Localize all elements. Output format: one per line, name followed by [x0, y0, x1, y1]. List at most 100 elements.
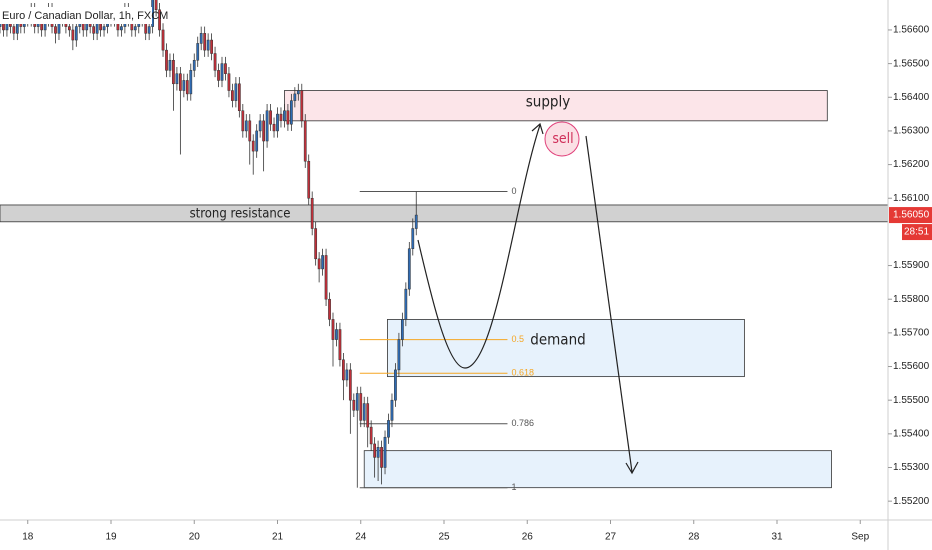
candle-body [369, 426, 373, 445]
candle-body [185, 80, 189, 95]
x-tick-label: 19 [105, 532, 117, 543]
fib-label: 0 [511, 186, 516, 196]
candle-body [314, 228, 318, 260]
candle-body [317, 258, 321, 270]
candle-body [279, 113, 283, 122]
arrow-head [531, 122, 544, 135]
candle-body [394, 369, 397, 401]
candle-body [147, 26, 151, 34]
candle-body [175, 73, 179, 85]
y-tick-label: 1.55500 [893, 395, 930, 406]
candle-body [248, 120, 252, 142]
candle-body [283, 110, 286, 122]
candle-body [397, 339, 401, 371]
projection-curve [417, 124, 541, 369]
candle-body [342, 359, 345, 381]
candle-body [244, 120, 248, 132]
candle-body [324, 255, 328, 300]
candle-body [404, 288, 408, 320]
x-tick-label: 28 [688, 532, 700, 543]
candle-body [376, 447, 380, 458]
last-price-box [889, 207, 932, 224]
candle-body [199, 33, 203, 44]
candle-body [206, 39, 210, 51]
candle-body [255, 130, 259, 152]
candle-body [120, 26, 123, 31]
last-price-label: 1.56050 [893, 210, 930, 221]
candle-body [390, 399, 394, 421]
candle-body [414, 214, 418, 229]
candle-body [258, 120, 262, 132]
candle-body [366, 403, 370, 428]
candle-body [352, 399, 356, 411]
sell-circle [544, 121, 580, 157]
sell-label: sell [552, 131, 573, 147]
candle-body [12, 26, 16, 34]
candle-body [355, 393, 359, 411]
zone [0, 204, 889, 223]
candle-body [102, 26, 106, 31]
candle-body [348, 369, 352, 401]
chart-title: Euro / Canadian Dollar, 1h, FXCM [2, 10, 168, 22]
candle-body [165, 49, 168, 71]
candle-body [359, 393, 363, 421]
candle-body [234, 83, 238, 101]
candle-body [345, 369, 349, 381]
x-tick-label: 27 [605, 532, 617, 543]
x-tick-label: Sep [851, 532, 869, 543]
candle-body [300, 90, 304, 122]
candle-body [217, 70, 220, 81]
candle-body [154, 0, 158, 11]
candle-body [178, 73, 182, 91]
candle-body [67, 26, 71, 31]
candle-body [227, 73, 231, 91]
candle-body [269, 110, 272, 125]
candle-body [224, 63, 227, 74]
candle-body [74, 26, 78, 41]
candle-body [321, 255, 324, 270]
candle-body [362, 403, 366, 421]
y-tick-label: 1.56200 [893, 159, 930, 170]
candle-body [303, 120, 307, 162]
candle-body [192, 59, 196, 71]
x-tick-label: 20 [189, 532, 201, 543]
countdown-label: 28:51 [904, 227, 929, 238]
fib-label: 1 [511, 482, 516, 492]
candle-body [296, 90, 300, 95]
candle-body [168, 59, 172, 71]
candle-body [237, 83, 241, 111]
candle-body [265, 110, 269, 142]
candle-body [411, 228, 415, 249]
candle-body [387, 420, 390, 438]
x-tick-label: 21 [272, 532, 284, 543]
candle-body [331, 319, 335, 340]
candle-body [71, 29, 75, 41]
countdown-box [902, 224, 932, 241]
y-tick-label: 1.56600 [893, 25, 930, 36]
candle-body [289, 100, 293, 125]
candle-body [161, 29, 165, 51]
candle-body [241, 110, 245, 132]
candle-body [373, 443, 377, 458]
fib-label: 0.618 [511, 368, 534, 378]
fib-label: 0.5 [511, 334, 524, 344]
candle-body [196, 43, 200, 61]
candle-body [380, 447, 383, 468]
candle-body [400, 319, 404, 340]
candle-body [272, 123, 276, 132]
candle-body [407, 248, 411, 290]
y-tick-label: 1.55300 [893, 462, 930, 473]
candle-body [54, 26, 57, 34]
candle-body [172, 59, 175, 85]
candle-body [383, 436, 387, 468]
y-tick-label: 1.55200 [893, 496, 930, 507]
projection-arrow [585, 135, 633, 473]
zone [284, 90, 828, 122]
y-tick-label: 1.56300 [893, 126, 930, 137]
y-tick-label: 1.55700 [893, 328, 930, 339]
y-tick-label: 1.56400 [893, 92, 930, 103]
candle-body [133, 26, 137, 31]
zone [387, 319, 745, 378]
x-tick-label: 26 [522, 532, 534, 543]
